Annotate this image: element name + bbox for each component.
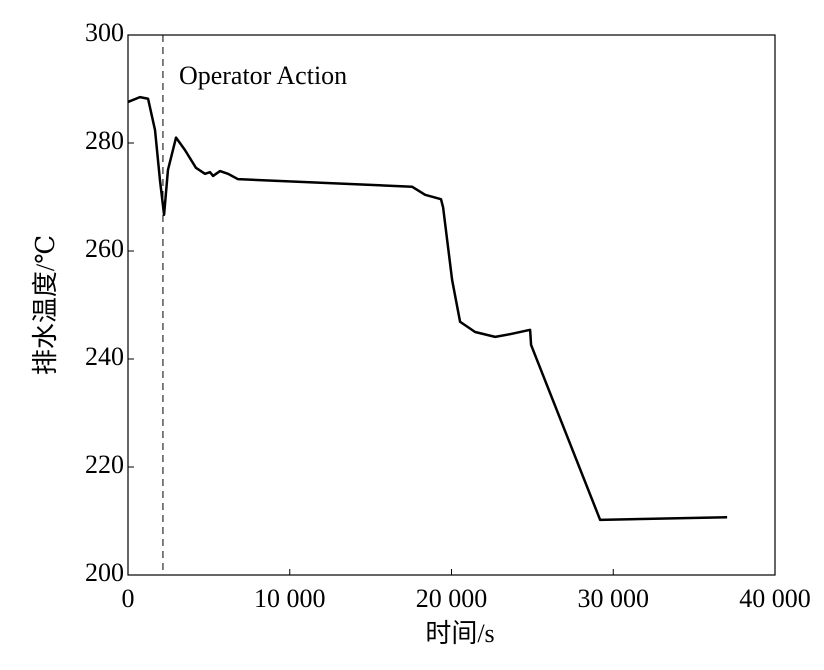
x-tick-label: 10 000: [254, 584, 326, 613]
y-tick-label: 220: [85, 450, 124, 479]
y-tick-label: 300: [85, 18, 124, 47]
y-tick-label: 260: [85, 234, 124, 263]
x-tick-label: 20 000: [416, 584, 488, 613]
x-tick-label: 40 000: [739, 584, 811, 613]
y-tick-label: 240: [85, 342, 124, 371]
x-tick-label: 0: [122, 584, 135, 613]
y-tick-label: 280: [85, 126, 124, 155]
data-line: [127, 95, 728, 522]
plot-frame: [127, 34, 776, 576]
y-tick-label: 200: [85, 558, 124, 587]
x-tick-label: 30 000: [578, 584, 650, 613]
annotation: Operator Action: [179, 61, 347, 90]
y-axis-label: 排水温度/℃: [31, 235, 60, 375]
x-axis-label: 时间/s: [425, 619, 494, 648]
